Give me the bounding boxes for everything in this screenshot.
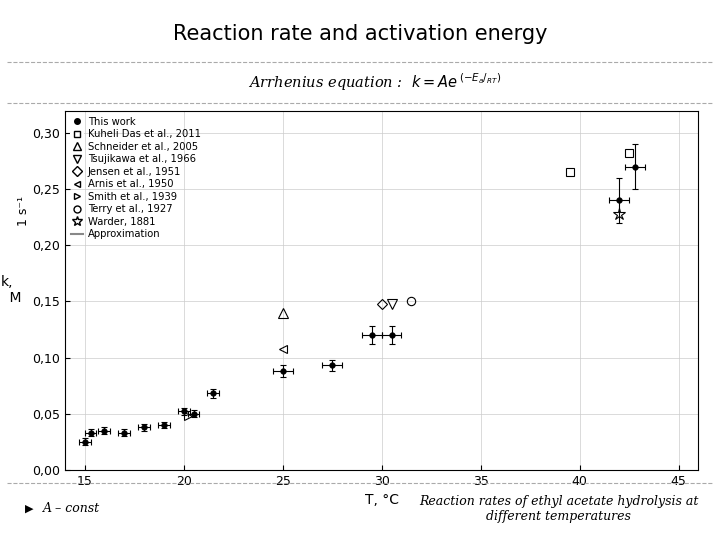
Text: Reaction rates of ethyl acetate hydrolysis at
different temperatures: Reaction rates of ethyl acetate hydrolys…: [419, 495, 698, 523]
Legend: This work, Kuheli Das et al., 2011, Schneider et al., 2005, Tsujikawa et al., 19: This work, Kuheli Das et al., 2011, Schn…: [68, 114, 204, 242]
Text: 1 s⁻¹: 1 s⁻¹: [17, 196, 30, 226]
Text: Arrhenius equation :  $k = Ae^{\,(-E_a/_{RT})}$: Arrhenius equation : $k = Ae^{\,(-E_a/_{…: [248, 71, 501, 93]
X-axis label: T, °C: T, °C: [364, 493, 399, 507]
Y-axis label: k,
    M: k, M: [0, 275, 22, 305]
Text: A – const: A – const: [43, 502, 100, 515]
Text: ▶: ▶: [25, 504, 34, 514]
Text: Reaction rate and activation energy: Reaction rate and activation energy: [173, 24, 547, 44]
